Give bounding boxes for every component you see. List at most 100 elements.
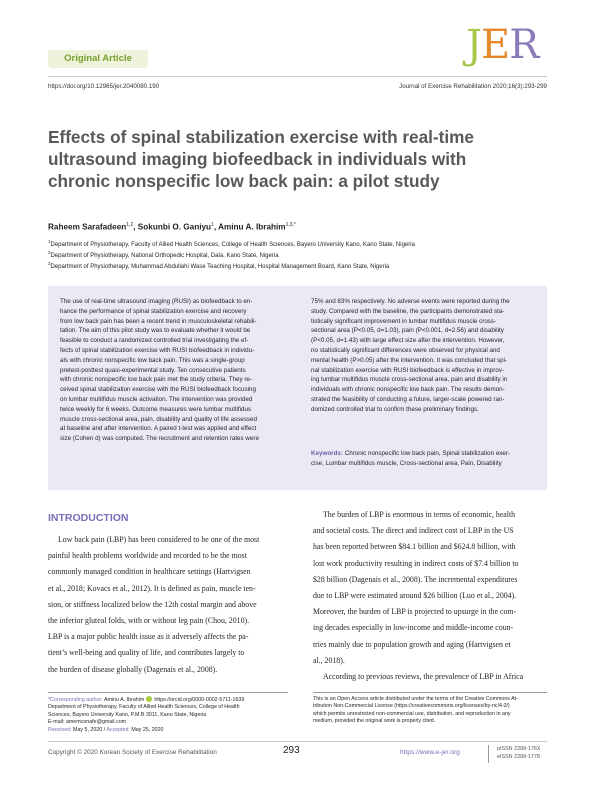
affiliation-text: Department of Physiotherapy, National Or… (50, 253, 279, 259)
keywords: Keywords: Chronic nonspecific low back p… (311, 449, 533, 469)
journal-logo: JER (466, 22, 539, 68)
eissn: eISSN 2288-1778 (497, 754, 540, 760)
journal-citation: Journal of Exercise Rehabilitation 2020;… (399, 83, 547, 90)
logo-letter-j: J (466, 22, 482, 68)
footer-divider (48, 741, 547, 742)
body-line: tient’s well-being and quality of life, … (48, 648, 245, 658)
affiliation: 2Department of Physiotherapy, National O… (48, 250, 279, 259)
author-list: Raheem Sarafadeen1,2, Sokunbi O. Ganiyu1… (48, 222, 296, 232)
logo-letter-r: R (509, 22, 539, 68)
dates-line: Received: May 5, 2020 / Accepted: May 25… (48, 726, 164, 733)
body-line: ing decades especially in low-income and… (313, 623, 514, 633)
abstract-box (48, 286, 547, 490)
body-line: al., 2018). (313, 655, 345, 665)
abstract-line: study. Compared with the baseline, the p… (311, 307, 505, 315)
license-line: This is an Open Access article distribut… (313, 696, 518, 702)
body-line: and societal costs. The direct and indir… (313, 526, 514, 536)
keywords-line: cise, Lumbar multifidus muscle, Cross-se… (311, 459, 502, 467)
received-label: Received: (48, 726, 72, 733)
abstract-line: hance the performance of spinal stabiliz… (60, 307, 247, 315)
body-line: the inferior gluteal folds, with or with… (48, 616, 250, 626)
received-date: May 5, 2020 (73, 726, 103, 733)
article-type-tab: Original Article (48, 50, 148, 68)
author-name: Raheem Sarafadeen (48, 222, 127, 232)
abstract-line: mental health (P>0.05) after the interve… (311, 356, 508, 364)
footer-separator (488, 745, 489, 763)
article-type-label: Original Article (64, 53, 132, 64)
body-line: sion, or stiffness localized below the 1… (48, 599, 257, 609)
orcid-icon (146, 696, 153, 702)
abstract-line: individuals with chronic nonspecific low… (311, 386, 505, 394)
body-line: has been reported between $84.1 billion … (313, 542, 516, 552)
abstract-line: no statistically significant differences… (311, 346, 500, 354)
intro-right-column: The burden of LBP is enormous in terms o… (313, 507, 546, 685)
abstract-line: pretest-posttest quasi-experimental stud… (60, 366, 246, 374)
author-affiliation-mark: 1,3,* (285, 222, 296, 228)
abstract-line: with chronic nonspecific low back pain m… (60, 376, 252, 384)
body-line: Low back pain (LBP) has been considered … (58, 535, 260, 544)
abstract-line: tation. The aim of this pilot study was … (60, 327, 251, 335)
body-line: The burden of LBP is enormous in terms o… (323, 510, 516, 519)
footnote-divider-right (313, 692, 547, 693)
abstract-line: from low back pain has been a recent tre… (60, 317, 257, 325)
corresponding-name: Aminu A. Ibrahim (103, 697, 145, 703)
body-line: painful health problems worldwide and re… (48, 551, 247, 561)
header-divider (48, 76, 547, 77)
logo-letter-e: E (481, 22, 510, 68)
keywords-text: Chronic nonspecific low back pain, Spina… (344, 450, 511, 457)
body-line: commonly managed condition in healthcare… (48, 567, 251, 577)
author-affiliation-mark: 1,2 (126, 222, 134, 228)
abstract-line: ing lumbar multifidus muscle cross-secti… (311, 376, 508, 384)
body-line: et al., 2018; Kovacs et al., 2012). It i… (48, 583, 256, 593)
email-line[interactable]: E-mail: amemconafe@gmail.com (48, 719, 127, 726)
abstract-line: ceived spinal stabilization exercise wit… (60, 386, 256, 394)
abstract-line: fects of spinal stabilization exercise w… (60, 346, 255, 354)
abstract-line: feasible to conduct a randomized control… (60, 337, 249, 345)
title-line: ultrasound imaging biofeedback in indivi… (48, 149, 467, 169)
body-line: lost work productivity resulting in indi… (313, 558, 519, 568)
abstract-line: size (Cohen d) was computed. The recruit… (60, 435, 259, 443)
abstract-line: twice weekly for 6 weeks. Outcome measur… (60, 405, 252, 413)
body-line: tries mainly due to population growth an… (313, 639, 511, 649)
affiliation-text: Department of Physiotherapy, Muhammad Ab… (50, 264, 390, 270)
doi-link[interactable]: https://doi.org/10.12965/jer.2040080.190 (48, 83, 160, 90)
abstract-line: The use of real-time ultrasound imaging … (60, 298, 253, 305)
abstract-line: strated the feasibility of conducting a … (311, 395, 505, 403)
body-line: due to LBP were estimated around $26 bil… (313, 591, 517, 601)
corresponding-line: *Corresponding author: Aminu A. Ibrahim h… (48, 696, 293, 704)
license-note: This is an Open Access article distribut… (313, 696, 553, 726)
author-name: Sokunbi O. Ganiyu (137, 222, 212, 232)
abstract-line: muscle cross-sectional area, pain, disab… (60, 415, 257, 423)
body-line: According to previous reviews, the preva… (323, 672, 524, 682)
abstract-line: tistically significant improvement in lu… (311, 317, 497, 325)
title-line: chronic nonspecific low back pain: a pil… (48, 171, 440, 191)
abstract-line: (P<0.05, d=1.43) with large effect size … (311, 337, 505, 345)
affiliation-mark: 1 (48, 239, 51, 244)
abstract-left-column: The use of real-time ultrasound imaging … (60, 297, 282, 444)
corresponding-label: *Corresponding author: (48, 697, 103, 703)
body-line: Moreover, the burden of LBP is projected… (313, 607, 517, 617)
keywords-line: Keywords: Chronic nonspecific low back p… (311, 449, 533, 459)
accepted-date: May 25, 2020 (131, 726, 164, 733)
body-line: the burden of disease globally (Dagenais… (48, 664, 218, 674)
address-line: Department of Physiotherapy, Faculty of … (48, 704, 240, 711)
abstract-line: at baseline and after intervention. A pa… (60, 425, 257, 433)
affiliation: 1Department of Physiotherapy, Faculty of… (48, 239, 415, 248)
accepted-label: Accepted: (106, 726, 130, 733)
abstract-line: nal stabilization exercise with RUSI bio… (311, 366, 505, 374)
footnote-divider-left (48, 692, 288, 693)
body-line: LBP is a major public health issue as it… (48, 632, 249, 642)
journal-website-link[interactable]: https://www.e-jer.org (400, 749, 460, 756)
license-line: tribution Non-Commercial License (https:… (313, 703, 510, 710)
license-line: which permits unrestricted non-commercia… (313, 710, 511, 717)
abstract-right-column: 75% and 83% respectively. No adverse eve… (311, 297, 533, 415)
body-line: $28 billion (Dagenais et al., 2008). The… (313, 574, 518, 584)
affiliation-text: Department of Physiotherapy, Faculty of … (50, 242, 415, 248)
keywords-label: Keywords: (311, 450, 343, 457)
abstract-line: als with chronic nonspecific low back pa… (60, 356, 245, 364)
license-line: medium, provided the original work is pr… (313, 718, 436, 725)
orcid-link[interactable]: https://orcid.org/0000-0002-5711-1639 (154, 697, 245, 703)
intro-left-column: Low back pain (LBP) has been considered … (48, 532, 281, 678)
affiliation-mark: 3 (48, 261, 51, 266)
title-line: Effects of spinal stabilization exercise… (48, 127, 474, 147)
